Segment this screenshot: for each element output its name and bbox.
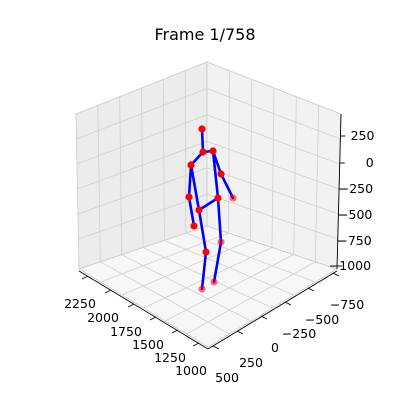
bone-left-elbow-left-wrist xyxy=(219,172,235,200)
grid-line xyxy=(76,114,208,165)
bone-left-shoulder-left-hip xyxy=(211,149,220,200)
grid-line xyxy=(249,79,253,241)
skeleton xyxy=(185,125,237,293)
y-tick-label: 0 xyxy=(271,340,279,355)
bone-right-hip-right-knee xyxy=(197,208,208,254)
z-tick-label: 250 xyxy=(351,128,375,143)
y-tick-label: 500 xyxy=(215,370,239,385)
x-tick-label: 1500 xyxy=(132,337,164,352)
x-tick-label: 1250 xyxy=(154,350,186,365)
grid-line xyxy=(314,105,320,262)
grid-line xyxy=(206,167,339,215)
z-tick-label: −250 xyxy=(339,181,373,196)
bone-right-elbow-right-wrist xyxy=(187,195,196,228)
grid-line xyxy=(141,87,144,248)
x-tick-mark xyxy=(104,289,112,294)
x-tick-mark xyxy=(149,316,157,321)
joint-right-knee xyxy=(202,248,210,256)
joint-right-elbow xyxy=(185,193,193,201)
y-tick-label: −750 xyxy=(330,297,364,312)
grid-line xyxy=(184,70,187,234)
x-tick-mark xyxy=(192,342,200,347)
joint-right-wrist xyxy=(190,222,198,230)
y-axis-line xyxy=(207,270,338,350)
x-tick-mark xyxy=(81,275,89,280)
grid-line xyxy=(77,140,208,190)
bone-head-neck xyxy=(200,127,205,154)
joint-left-shoulder xyxy=(209,147,217,155)
joint-left-elbow xyxy=(217,170,225,178)
z-tick-label: −1000 xyxy=(329,258,371,273)
y-tick-mark xyxy=(236,330,244,335)
joint-left-ankle xyxy=(210,278,218,286)
grid-line xyxy=(228,70,230,234)
grid-line xyxy=(185,232,316,283)
joint-left-hip xyxy=(214,194,222,202)
y-tick-mark xyxy=(260,315,268,320)
bone-right-shoulder-right-hip xyxy=(189,163,201,212)
x-tick-label: 1750 xyxy=(110,324,142,339)
x-tick-label: 1000 xyxy=(175,363,207,378)
y-tick-mark xyxy=(284,301,292,306)
x-tick-label: 2250 xyxy=(64,296,96,311)
z-tick-label: −750 xyxy=(337,233,371,248)
grid-line xyxy=(77,167,208,215)
y-tick-label: −250 xyxy=(282,326,316,341)
z-tick-label: 0 xyxy=(366,155,374,170)
bone-left-hip-left-knee xyxy=(216,196,223,244)
bone-left-hip-right-hip xyxy=(197,196,220,212)
y-tick-mark xyxy=(332,272,340,277)
grid-line xyxy=(206,140,340,190)
grid-line xyxy=(206,193,338,240)
grid-line xyxy=(206,88,341,140)
bone-right-knee-right-ankle xyxy=(200,250,208,291)
y-tick-mark xyxy=(307,287,315,292)
y-tick-mark xyxy=(212,345,220,350)
joint-left-knee xyxy=(217,238,225,246)
z-axis-ticks: 250 0 −250 −500 −750 −1000 xyxy=(329,128,375,273)
bone-left-knee-left-ankle xyxy=(212,240,223,284)
grid-line xyxy=(76,88,208,140)
y-tick-label: 250 xyxy=(239,355,263,370)
x-tick-mark xyxy=(171,329,179,334)
grid-lines xyxy=(76,70,341,335)
joint-right-shoulder xyxy=(187,161,195,169)
grid-line xyxy=(293,96,297,255)
grid-line xyxy=(119,96,123,255)
joint-head xyxy=(198,125,206,133)
z-tick-label: −500 xyxy=(338,207,372,222)
grid-line xyxy=(271,87,275,248)
joint-right-ankle xyxy=(198,285,206,293)
joint-right-hip xyxy=(195,206,203,214)
grid-line xyxy=(162,79,165,241)
chart-title: Frame 1/758 xyxy=(154,25,255,44)
grid-line xyxy=(97,105,101,262)
grid-line xyxy=(206,114,340,165)
joint-neck xyxy=(199,148,207,156)
x-tick-mark xyxy=(127,303,135,308)
joint-left-wrist xyxy=(229,194,237,202)
z-axis-line xyxy=(336,113,342,270)
y-tick-label: −500 xyxy=(305,312,339,327)
grid-line xyxy=(78,193,208,240)
x-tick-label: 2000 xyxy=(87,310,119,325)
x-axis-line xyxy=(78,270,209,350)
